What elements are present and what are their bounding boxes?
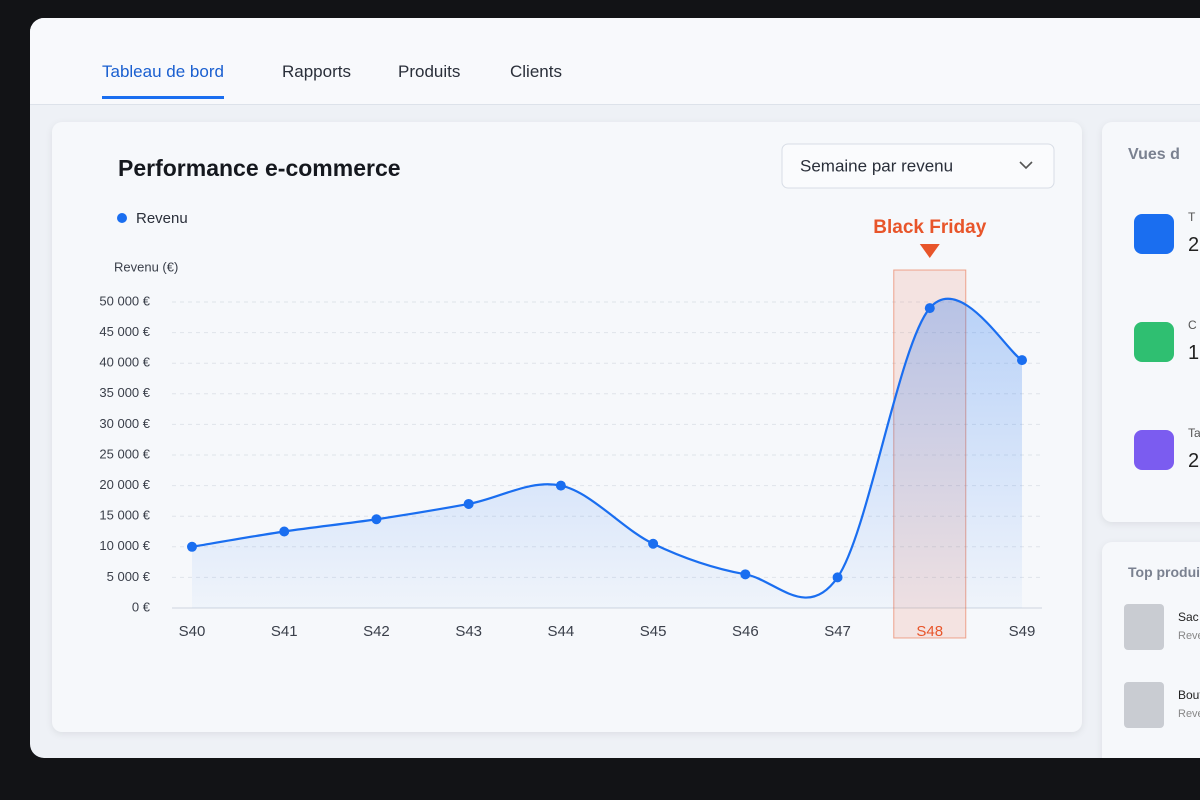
x-tick-label: S49 [1009, 623, 1036, 640]
product-thumb [1124, 604, 1164, 650]
y-tick-label: 45 000 € [99, 324, 150, 339]
stat-label: C [1188, 318, 1197, 332]
x-tick-label: S47 [824, 623, 851, 640]
y-tick-label: 5 000 € [107, 569, 151, 584]
point [648, 538, 659, 549]
product-sub: Reve [1178, 708, 1200, 720]
stat-icon [1134, 322, 1174, 362]
y-tick-label: 25 000 € [99, 446, 150, 461]
point [279, 526, 290, 537]
dropdown-label[interactable]: Semaine par revenu [800, 156, 953, 175]
y-tick-label: 0 € [132, 599, 151, 614]
point [924, 303, 935, 314]
chart-card: Performance e-commerce Semaine par reven… [52, 122, 1082, 732]
x-tick-label: S44 [548, 623, 575, 640]
nav-tab[interactable]: Rapports [282, 62, 351, 81]
nav-bar: Tableau de bord Rapports Produits Clients [30, 18, 1200, 105]
product-name: Sac [1178, 610, 1199, 624]
x-tick-label: S43 [455, 623, 482, 640]
y-tick-label: 10 000 € [99, 538, 150, 553]
point [740, 569, 751, 580]
nav-tab[interactable]: Tableau de bord [102, 62, 224, 99]
stat-label: T [1188, 210, 1196, 224]
y-tick-label: 30 000 € [99, 416, 150, 431]
chart-title: Performance e-commerce [118, 155, 401, 181]
point [463, 498, 474, 509]
y-axis-label: Revenu (€) [114, 259, 178, 274]
stat-label: Ta [1188, 426, 1200, 440]
nav-tab[interactable]: Produits [398, 62, 461, 81]
stat-value: 1 [1188, 342, 1200, 364]
x-tick-label: S42 [363, 623, 390, 640]
top-products-box: Top produi Sac Reve Bout Reve [1102, 542, 1200, 758]
y-tick-label: 50 000 € [99, 293, 150, 308]
point [371, 514, 382, 525]
nav-tab[interactable]: Clients [510, 62, 562, 81]
x-tick-label: S41 [271, 623, 298, 640]
x-tick-label: S45 [640, 623, 667, 640]
annotation-label: Black Friday [873, 217, 986, 238]
stats-box: Vues d T 2 C 1 Ta 2 [1102, 122, 1200, 522]
annotation-arrow [919, 244, 940, 258]
stat-icon [1134, 430, 1174, 470]
product-name: Bout [1178, 688, 1200, 702]
side-panel: Vues d T 2 C 1 Ta 2 Top produi Sac Reve Bout Reve [1102, 122, 1200, 758]
chart: Performance e-commerce Semaine par reven… [99, 143, 1055, 640]
stat-value: 2 [1188, 234, 1200, 256]
x-tick-label: S48 [916, 623, 943, 640]
side-title: Vues d [1128, 146, 1180, 163]
dropdown-chevron [1019, 161, 1033, 170]
y-tick-label: 35 000 € [99, 385, 150, 400]
y-tick-label: 20 000 € [99, 477, 150, 492]
dropdown[interactable] [781, 143, 1055, 189]
product-sub: Reve [1178, 630, 1200, 642]
y-tick-label: 40 000 € [99, 355, 150, 370]
x-tick-label: S40 [179, 623, 206, 640]
legend-label: Revenu [136, 210, 188, 227]
screen: Tableau de bord Rapports Produits Clients P… [30, 18, 1200, 758]
legend-marker [117, 213, 127, 223]
area [192, 298, 1022, 608]
product-thumb [1124, 682, 1164, 728]
point [832, 572, 843, 583]
point [187, 541, 197, 552]
y-tick-label: 15 000 € [99, 508, 150, 523]
top-products-title: Top produi [1128, 564, 1200, 580]
x-tick-label: S46 [732, 623, 759, 640]
point [555, 480, 566, 491]
stat-icon [1134, 214, 1174, 254]
point [1017, 355, 1027, 366]
stat-value: 2 [1188, 450, 1200, 472]
